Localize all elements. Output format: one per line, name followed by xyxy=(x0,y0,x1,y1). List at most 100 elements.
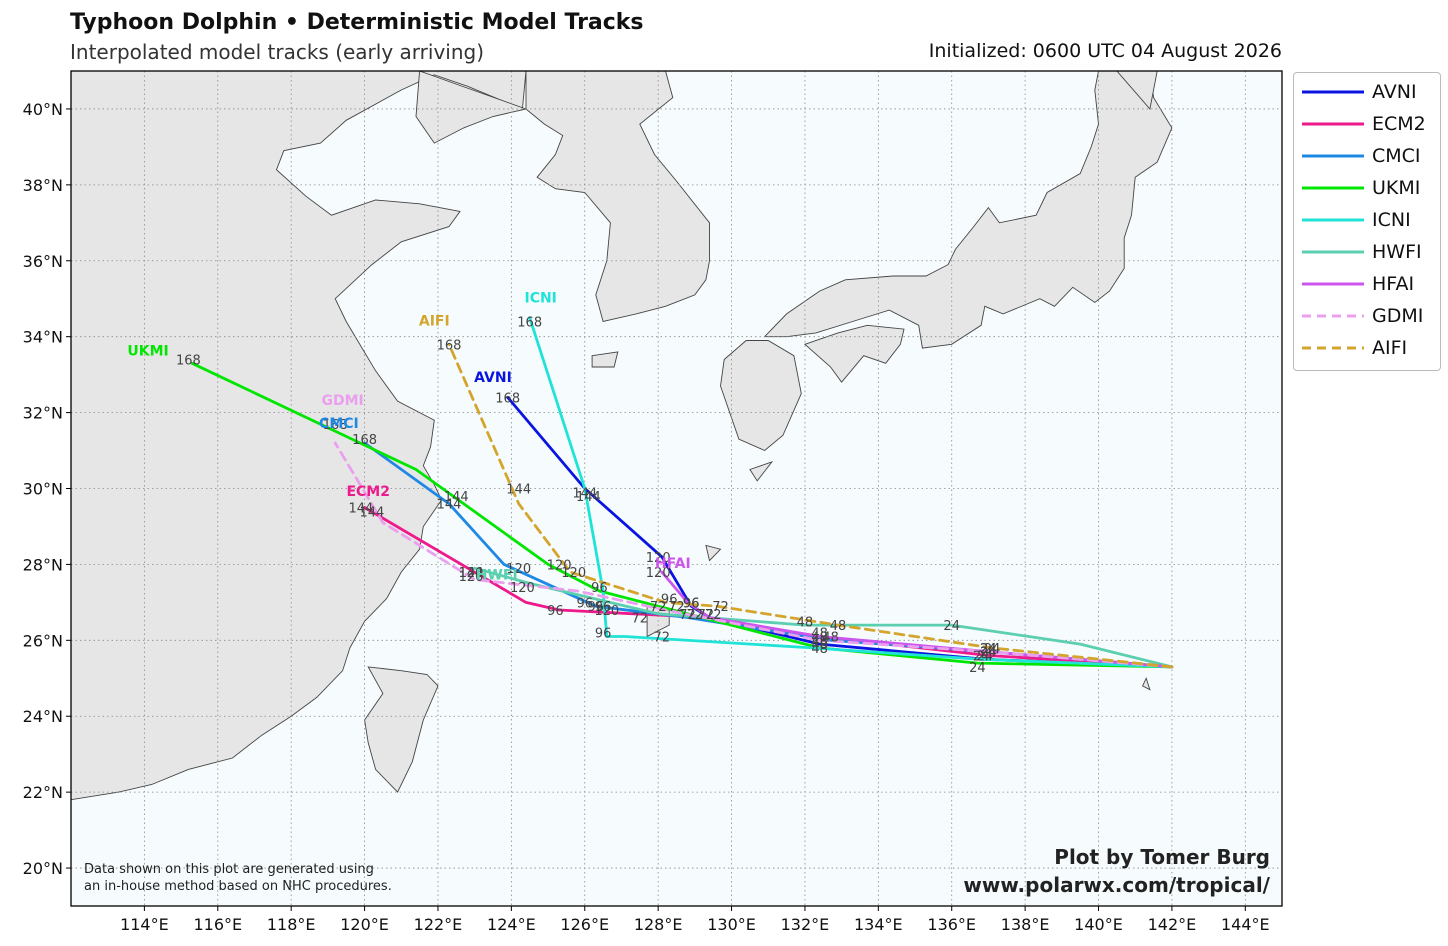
forecast-hour-label: 144 xyxy=(459,566,484,581)
legend-item-ukmi: UKMI xyxy=(1300,173,1420,203)
forecast-hour-label: 72 xyxy=(698,608,715,623)
forecast-hour-label: 24 xyxy=(943,619,960,634)
forecast-hour-label: 48 xyxy=(811,627,828,642)
legend-swatch xyxy=(1302,314,1364,318)
forecast-hour-label: 96 xyxy=(595,600,612,615)
data-note-line2: an in-house method based on NHC procedur… xyxy=(84,879,392,894)
forecast-hour-label: 72 xyxy=(679,608,696,623)
forecast-hour-label: 96 xyxy=(661,593,678,608)
lon-tick-label: 124°E xyxy=(487,915,536,934)
lon-tick-label: 120°E xyxy=(340,915,389,934)
axis-tick-labels: 114°E 116°E 118°E 120°E 122°E 124°E 126°E 128°E… xyxy=(23,100,1270,934)
legend-label: ICNI xyxy=(1372,209,1411,231)
forecast-hour-label: 144 xyxy=(506,483,531,498)
model-name-labels: AVNI ICNI AIFI UKMI GDMI CMCI ECM2 HFAI HWFI xyxy=(127,291,690,584)
forecast-hour-label: 120 xyxy=(646,551,671,566)
forecast-hour-label: 24 xyxy=(980,646,997,661)
track-aifi xyxy=(447,342,1174,669)
forecast-hour-label: 24 xyxy=(969,661,986,676)
lon-tick-label: 128°E xyxy=(634,915,683,934)
forecast-hour-label: 24 xyxy=(984,642,1001,657)
lat-tick-label: 36°N xyxy=(23,252,63,271)
forecast-hour-label: 144 xyxy=(444,490,469,505)
forecast-hour-label: 96 xyxy=(588,600,605,615)
legend-label: HWFI xyxy=(1372,241,1422,263)
lat-tick-label: 38°N xyxy=(23,176,63,195)
lon-tick-label: 144°E xyxy=(1221,915,1270,934)
track-gdmi xyxy=(333,441,1174,669)
lon-tick-label: 122°E xyxy=(414,915,463,934)
forecast-hour-label: 24 xyxy=(973,650,990,665)
forecast-hour-label: 72 xyxy=(687,608,704,623)
land-area xyxy=(763,71,1173,349)
forecast-hour-label: 96 xyxy=(591,581,608,596)
credit-url: www.polarwx.com/tropical/ xyxy=(963,873,1270,897)
land-area xyxy=(804,324,905,383)
island xyxy=(591,351,619,368)
forecast-hour-label: 168 xyxy=(352,433,377,448)
forecast-hour-label: 168 xyxy=(495,391,520,406)
forecast-hour-label: 48 xyxy=(830,619,847,634)
legend-label: AIFI xyxy=(1372,337,1408,359)
legend-swatch xyxy=(1302,282,1364,286)
lat-tick-label: 30°N xyxy=(23,480,63,499)
island xyxy=(705,544,722,562)
forecast-hour-label: 24 xyxy=(980,642,997,657)
forecast-hour-label: 144 xyxy=(576,490,601,505)
forecast-hour-label: 120 xyxy=(506,562,531,577)
forecast-hour-label: 120 xyxy=(547,558,572,573)
forecast-hour-label: 72 xyxy=(654,631,671,646)
legend-label: AVNI xyxy=(1372,81,1417,103)
legend: AVNI ECM2 CMCI UKMI ICNI HWFI HFAI GDMI AIFI xyxy=(1293,72,1441,371)
forecast-hour-label: 144 xyxy=(359,505,384,520)
forecast-hour-label: 120 xyxy=(459,570,484,585)
legend-item-hfai: HFAI xyxy=(1300,269,1414,299)
legend-item-ecm2: ECM2 xyxy=(1300,109,1426,139)
legend-swatch xyxy=(1302,122,1364,126)
lat-tick-label: 40°N xyxy=(23,100,63,119)
legend-item-icni: ICNI xyxy=(1300,205,1411,235)
legend-label: UKMI xyxy=(1372,177,1421,199)
forecast-hour-label: 120 xyxy=(594,604,619,619)
forecast-hour-labels: 2448729612014416824487296120144244872961… xyxy=(176,316,1000,676)
land-area xyxy=(71,71,527,801)
forecast-hour-label: 72 xyxy=(705,608,722,623)
track-hwfi xyxy=(473,566,1174,669)
legend-swatch xyxy=(1302,90,1364,94)
lon-tick-label: 118°E xyxy=(267,915,316,934)
track-name-gdmi: GDMI xyxy=(321,393,363,409)
forecast-hour-label: 24 xyxy=(980,642,997,657)
forecast-hour-label: 96 xyxy=(547,604,564,619)
island xyxy=(749,460,774,482)
forecast-hour-label: 48 xyxy=(811,634,828,649)
land-area xyxy=(525,71,710,323)
forecast-hour-label: 120 xyxy=(510,581,535,596)
lon-tick-label: 126°E xyxy=(560,915,609,934)
legend-swatch xyxy=(1302,218,1364,222)
lon-tick-label: 114°E xyxy=(120,915,169,934)
forecast-hour-label: 120 xyxy=(646,566,671,581)
legend-swatch xyxy=(1302,250,1364,254)
forecast-hour-label: 96 xyxy=(683,596,700,611)
lon-tick-label: 142°E xyxy=(1148,915,1197,934)
lat-tick-label: 26°N xyxy=(23,631,63,650)
data-note-line1: Data shown on this plot are generated us… xyxy=(84,862,374,877)
forecast-hour-label: 168 xyxy=(323,418,348,433)
lon-tick-label: 140°E xyxy=(1074,915,1123,934)
lat-tick-label: 22°N xyxy=(23,783,63,802)
forecast-hour-label: 96 xyxy=(577,596,594,611)
land-area xyxy=(1116,71,1158,110)
track-name-aifi: AIFI xyxy=(419,313,450,329)
land-layer xyxy=(71,71,1173,801)
legend-item-cmci: CMCI xyxy=(1300,141,1421,171)
forecast-hour-label: 24 xyxy=(977,650,994,665)
track-ukmi xyxy=(190,361,1174,669)
gridlines xyxy=(71,71,1282,906)
forecast-hour-label: 144 xyxy=(572,486,597,501)
forecast-hour-label: 72 xyxy=(632,612,649,627)
legend-item-avni: AVNI xyxy=(1300,77,1417,107)
lon-tick-label: 138°E xyxy=(1001,915,1050,934)
model-tracks xyxy=(190,316,1174,669)
lon-tick-label: 132°E xyxy=(781,915,830,934)
